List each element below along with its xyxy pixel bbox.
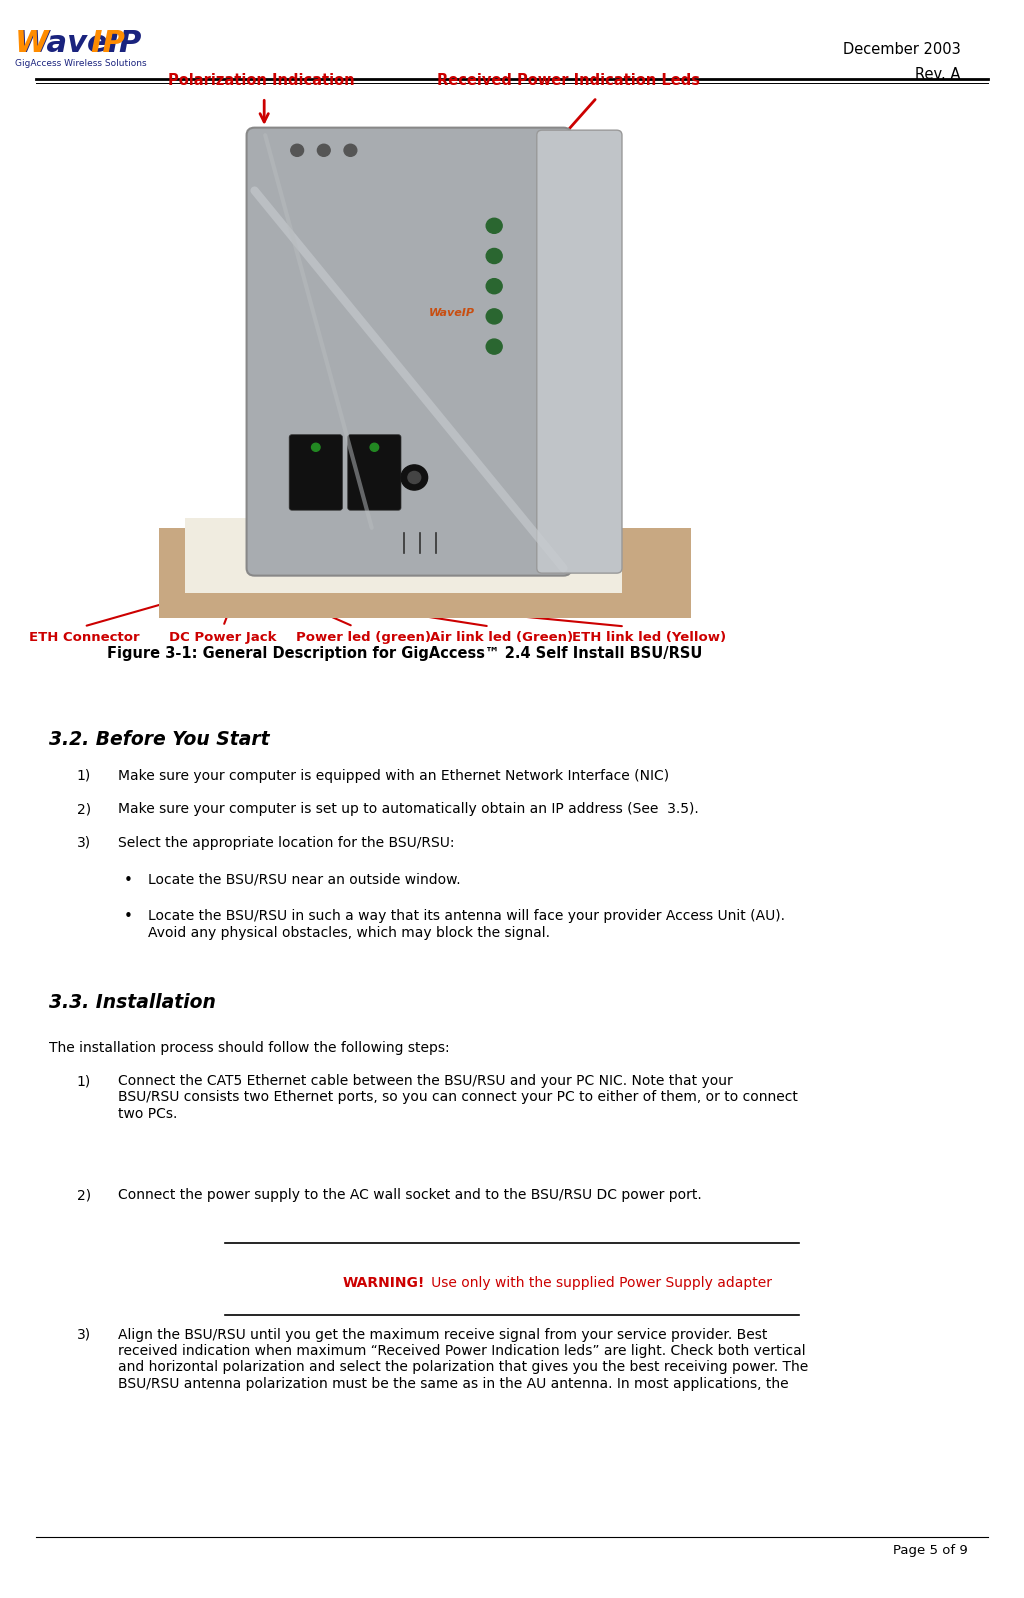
FancyBboxPatch shape bbox=[348, 435, 401, 510]
Text: •: • bbox=[124, 873, 132, 887]
Text: 3): 3) bbox=[77, 1328, 91, 1342]
Text: ETH Connector: ETH Connector bbox=[29, 631, 139, 644]
Text: Power led (green): Power led (green) bbox=[296, 631, 431, 644]
Text: Connect the CAT5 Ethernet cable between the BSU/RSU and your PC NIC. Note that y: Connect the CAT5 Ethernet cable between … bbox=[118, 1074, 798, 1120]
Circle shape bbox=[291, 144, 303, 157]
Text: W    IP: W IP bbox=[15, 29, 125, 58]
Text: Make sure your computer is equipped with an Ethernet Network Interface (NIC): Make sure your computer is equipped with… bbox=[118, 769, 669, 783]
FancyBboxPatch shape bbox=[247, 128, 571, 575]
Text: Locate the BSU/RSU in such a way that its antenna will face your provider Access: Locate the BSU/RSU in such a way that it… bbox=[148, 909, 785, 940]
Circle shape bbox=[486, 248, 502, 264]
Text: WaveIP: WaveIP bbox=[15, 29, 141, 58]
Text: 1): 1) bbox=[77, 1074, 91, 1088]
Text: Figure 3-1: General Description for GigAccess™ 2.4 Self Install BSU/RSU: Figure 3-1: General Description for GigA… bbox=[106, 646, 702, 660]
Text: December 2003: December 2003 bbox=[843, 42, 961, 56]
Text: Polarization Indication: Polarization Indication bbox=[168, 74, 354, 88]
Text: 3.2. Before You Start: 3.2. Before You Start bbox=[49, 730, 269, 749]
Circle shape bbox=[344, 144, 356, 157]
Text: ETH link led (Yellow): ETH link led (Yellow) bbox=[572, 631, 726, 644]
Bar bbox=[159, 527, 691, 618]
Text: 2): 2) bbox=[77, 1189, 91, 1202]
Text: DC Power Jack: DC Power Jack bbox=[170, 631, 276, 644]
Text: Align the BSU/RSU until you get the maximum receive signal from your service pro: Align the BSU/RSU until you get the maxi… bbox=[118, 1328, 808, 1390]
Text: 3): 3) bbox=[77, 836, 91, 850]
Circle shape bbox=[408, 471, 421, 484]
Text: Rev. A: Rev. A bbox=[915, 67, 961, 81]
Text: Page 5 of 9: Page 5 of 9 bbox=[893, 1544, 968, 1556]
Text: Received Power Indication Leds: Received Power Indication Leds bbox=[437, 74, 699, 88]
Text: GigAccess Wireless Solutions: GigAccess Wireless Solutions bbox=[15, 59, 147, 69]
Text: 1): 1) bbox=[77, 769, 91, 783]
Text: Select the appropriate location for the BSU/RSU:: Select the appropriate location for the … bbox=[118, 836, 455, 850]
Circle shape bbox=[401, 465, 428, 491]
Text: Use only with the supplied Power Supply adapter: Use only with the supplied Power Supply … bbox=[418, 1277, 772, 1290]
Circle shape bbox=[486, 278, 502, 294]
Text: WaveIP: WaveIP bbox=[429, 308, 474, 318]
Circle shape bbox=[317, 144, 330, 157]
Text: Make sure your computer is set up to automatically obtain an IP address (See  3.: Make sure your computer is set up to aut… bbox=[118, 802, 698, 817]
Text: Locate the BSU/RSU near an outside window.: Locate the BSU/RSU near an outside windo… bbox=[148, 873, 461, 887]
Text: 3.3. Installation: 3.3. Installation bbox=[49, 992, 216, 1012]
FancyBboxPatch shape bbox=[537, 129, 622, 574]
Circle shape bbox=[311, 443, 321, 451]
Text: Air link led (Green): Air link led (Green) bbox=[430, 631, 573, 644]
Bar bbox=[185, 518, 622, 593]
Text: 2): 2) bbox=[77, 802, 91, 817]
FancyBboxPatch shape bbox=[289, 435, 342, 510]
Text: Connect the power supply to the AC wall socket and to the BSU/RSU DC power port.: Connect the power supply to the AC wall … bbox=[118, 1189, 701, 1202]
Text: •: • bbox=[124, 909, 132, 924]
Circle shape bbox=[486, 219, 502, 233]
Circle shape bbox=[486, 339, 502, 355]
Circle shape bbox=[486, 308, 502, 324]
Circle shape bbox=[370, 443, 379, 451]
Text: WARNING!: WARNING! bbox=[343, 1277, 425, 1290]
Text: The installation process should follow the following steps:: The installation process should follow t… bbox=[49, 1040, 450, 1055]
